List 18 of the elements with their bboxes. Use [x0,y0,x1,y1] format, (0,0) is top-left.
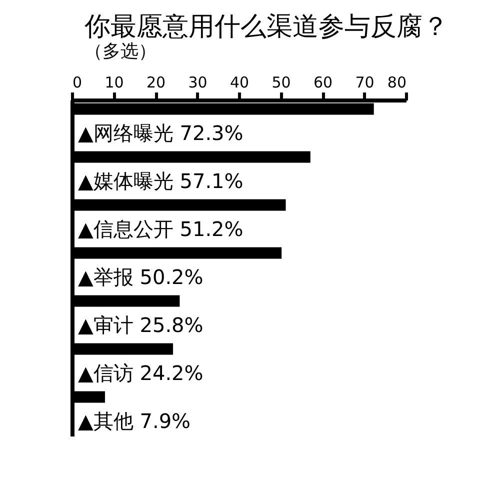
category-label: ▲审计 25.8% [78,313,204,337]
x-tick-label: 60 [313,74,333,92]
category-label: ▲媒体曝光 57.1% [78,169,244,193]
x-tick-label: 70 [355,74,374,92]
category-label: ▲信访 24.2% [78,361,204,385]
x-tick-label: 10 [104,74,124,92]
chart-title: 你最愿意用什么渠道参与反腐？ [84,12,448,42]
x-tick-label: 40 [230,74,250,92]
x-tick-label: 80 [387,74,406,92]
x-tick-label: 0 [72,74,82,92]
category-label: ▲网络曝光 72.3% [78,121,244,145]
category-label: ▲信息公开 51.2% [78,217,244,241]
x-tick-label: 50 [272,74,291,92]
category-label: ▲其他 7.9% [78,409,191,433]
x-tick-label: 30 [188,74,208,92]
chart-subtitle: （多选） [84,41,156,62]
x-tick-label: 20 [146,74,166,92]
category-label: ▲举报 50.2% [78,265,204,289]
